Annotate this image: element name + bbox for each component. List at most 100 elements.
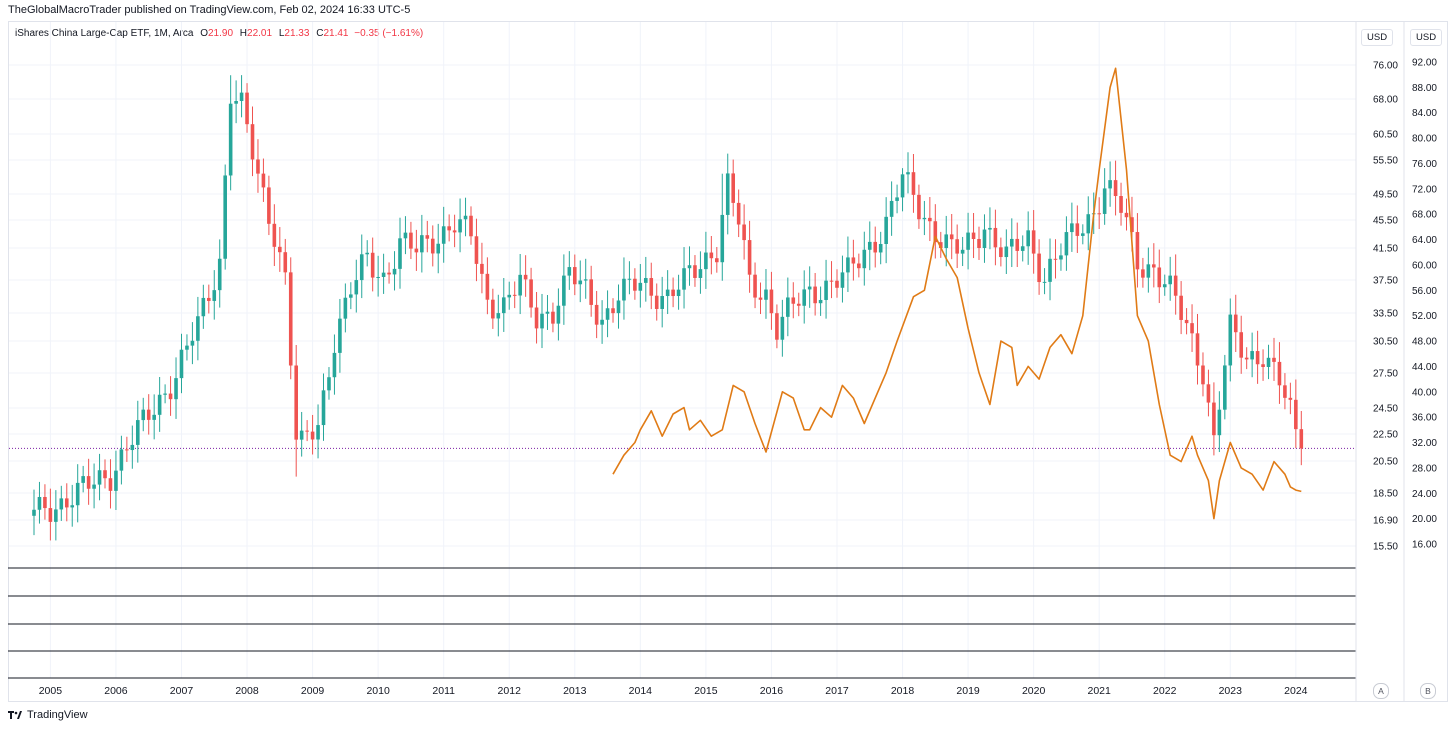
right-axis-tick-label: 24.00 — [1412, 489, 1437, 500]
chart-frame — [8, 21, 1448, 702]
candle-body — [1157, 267, 1162, 288]
candle-body — [649, 278, 654, 296]
candle-body — [835, 280, 839, 288]
candle-body — [578, 280, 583, 285]
candle-body — [1272, 357, 1276, 362]
candle-body — [125, 449, 129, 451]
candle-body — [1004, 246, 1009, 258]
candle-body — [720, 214, 725, 263]
candle-body — [1233, 314, 1238, 333]
left-price-axis[interactable]: 76.00 68.00 60.50 55.50 49.50 45.50 41.50 37.50… — [1373, 61, 1398, 553]
candle-body — [889, 200, 894, 217]
left-axis-tick-label: 33.50 — [1373, 309, 1398, 320]
candle-body — [660, 296, 664, 309]
candle-body — [288, 272, 293, 366]
candle-body — [250, 124, 255, 160]
candle-body — [135, 420, 140, 445]
candle-body — [75, 482, 80, 506]
candle-body — [736, 202, 741, 225]
left-axis-tick-label: 15.50 — [1373, 542, 1398, 553]
candle-body — [1113, 180, 1118, 197]
candle-body — [1086, 214, 1091, 234]
candle-body — [829, 280, 834, 282]
candle-body — [59, 498, 64, 510]
left-axis-tick-label: 18.50 — [1373, 489, 1398, 500]
candle-body — [37, 496, 42, 510]
left-axis-tick-label: 20.50 — [1373, 457, 1398, 468]
candle-body — [283, 252, 288, 273]
candle-body — [1064, 232, 1069, 256]
candle-body — [960, 249, 965, 254]
candle-body — [966, 232, 970, 250]
candle-body — [234, 101, 238, 104]
left-axis-tick-label: 76.00 — [1373, 61, 1398, 72]
overlay-line — [612, 67, 1302, 520]
left-axis-tick-label: 41.50 — [1373, 244, 1398, 255]
low-label: L — [278, 28, 285, 39]
candle-body — [1042, 281, 1047, 283]
candle-body — [207, 297, 211, 301]
right-axis-currency-badge[interactable]: USD — [1410, 29, 1443, 46]
time-axis-year-label: 2010 — [366, 685, 390, 697]
candle-body — [114, 470, 118, 491]
left-axis-currency-badge[interactable]: USD — [1361, 29, 1394, 46]
candle-body — [922, 217, 927, 220]
left-axis-tick-label: 55.50 — [1373, 156, 1398, 167]
right-axis-tick-label: 68.00 — [1412, 210, 1437, 221]
candle-body — [971, 232, 976, 240]
open-value: 21.90 — [207, 28, 234, 39]
right-axis-tick-label: 52.00 — [1412, 311, 1437, 322]
candle-body — [742, 224, 746, 241]
candle-body — [97, 470, 102, 485]
candle-body — [622, 278, 626, 301]
candle-body — [878, 244, 883, 253]
candle-body — [447, 226, 451, 231]
right-axis-tick-label: 40.00 — [1412, 387, 1437, 398]
candle-body — [594, 304, 599, 325]
candle-body — [332, 352, 337, 378]
candle-body — [245, 92, 249, 125]
ohlc-legend: iShares China Large-Cap ETF, 1M, Arca O2… — [15, 28, 423, 39]
candle-body — [1135, 232, 1140, 270]
candle-body — [1048, 258, 1052, 282]
b-scale-button[interactable]: B — [1420, 683, 1436, 699]
candlestick-series — [32, 75, 1304, 541]
candle-body — [818, 299, 823, 304]
candle-body — [633, 278, 637, 291]
right-price-axis[interactable]: 92.00 88.00 84.00 80.00 76.00 72.00 68.00 64.00… — [1412, 58, 1437, 551]
candle-body — [562, 275, 566, 306]
candle-body — [1031, 230, 1036, 254]
right-axis-tick-label: 32.00 — [1412, 438, 1437, 449]
candle-body — [1223, 365, 1227, 410]
candle-body — [731, 173, 735, 203]
candle-body — [43, 496, 47, 509]
candle-body — [452, 230, 457, 233]
candle-body — [512, 294, 517, 296]
candle-body — [518, 274, 522, 296]
candle-body — [709, 252, 714, 259]
candle-body — [567, 267, 572, 276]
candle-body — [1299, 429, 1304, 449]
candle-body — [1277, 361, 1282, 386]
candle-body — [704, 252, 708, 270]
left-axis-tick-label: 16.90 — [1373, 516, 1398, 527]
right-axis-tick-label: 92.00 — [1412, 58, 1437, 69]
candle-body — [469, 215, 473, 237]
candle-body — [1168, 275, 1172, 285]
auto-scale-button[interactable]: A — [1373, 683, 1389, 699]
time-axis[interactable]: 2005 2006 2007 2008 2009 2010 2011 2012 2013 2014… — [39, 685, 1308, 697]
right-axis-tick-label: 76.00 — [1412, 159, 1437, 170]
candle-body — [572, 267, 577, 285]
candle-body — [354, 280, 359, 295]
right-axis-tick-label: 16.00 — [1412, 540, 1437, 551]
candle-body — [119, 449, 124, 471]
candle-body — [387, 272, 391, 275]
candle-body — [551, 311, 555, 324]
candle-body — [928, 217, 932, 222]
left-axis-tick-label: 24.50 — [1373, 404, 1398, 415]
change-value: −0.35 (−1.61%) — [354, 28, 424, 39]
left-axis-tick-label: 45.50 — [1373, 216, 1398, 227]
candle-body — [1108, 180, 1112, 189]
candle-body — [534, 307, 539, 329]
chart-canvas[interactable]: 76.00 68.00 60.50 55.50 49.50 45.50 41.50 37.50… — [0, 0, 1456, 702]
